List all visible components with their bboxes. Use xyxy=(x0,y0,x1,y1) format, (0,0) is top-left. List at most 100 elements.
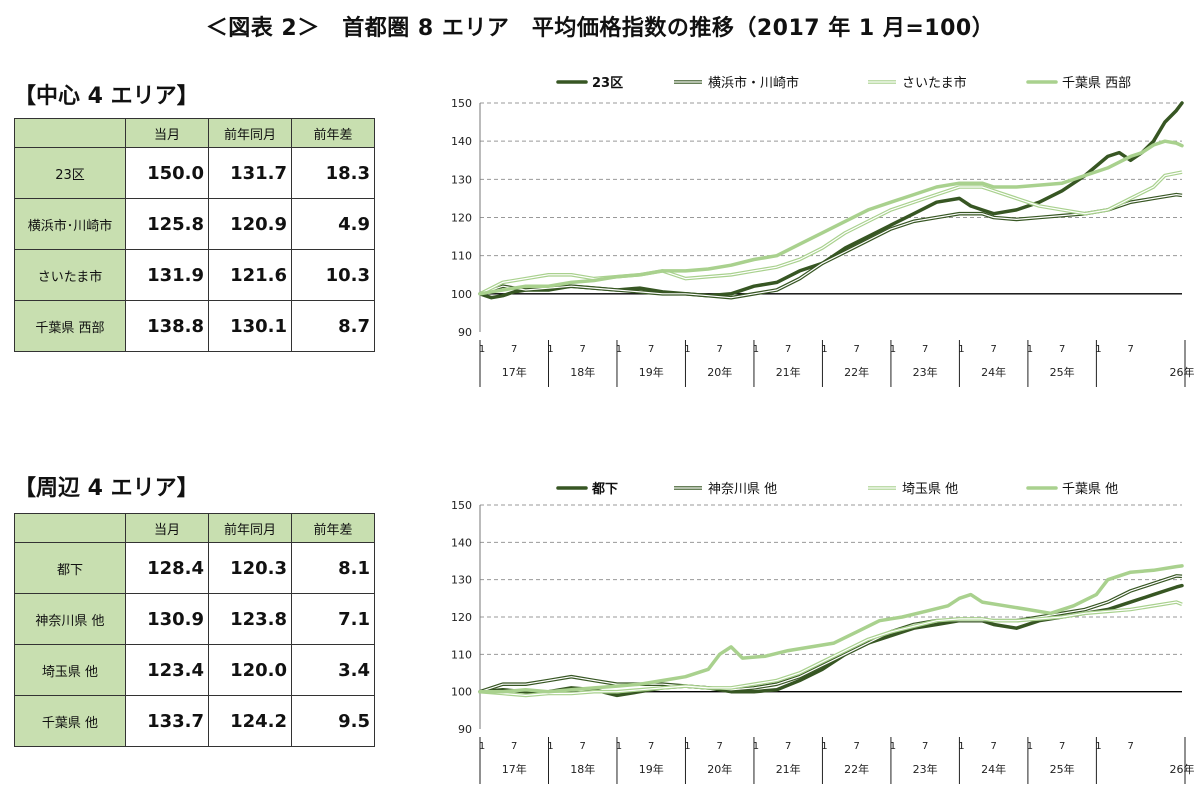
diff-value: 8.7 xyxy=(291,300,375,352)
section-heading-central: 【中心 4 エリア】 xyxy=(14,84,199,109)
legend-item-2: 横浜市・川崎市 xyxy=(674,75,799,91)
current-value: 131.9 xyxy=(125,249,209,301)
area-name: 横浜市･川崎市 xyxy=(14,198,126,250)
year-label: 20年 xyxy=(707,762,732,776)
table-row: 千葉県 西部 138.8 130.1 8.7 xyxy=(14,300,375,352)
table-header-diff: 前年差 xyxy=(291,118,375,148)
y-tick-label: 120 xyxy=(451,611,472,624)
month-tick-label: 1 xyxy=(684,344,690,355)
year-label: 23年 xyxy=(913,762,938,776)
series-line-3 xyxy=(479,170,1183,296)
year-label: 25年 xyxy=(1050,762,1075,776)
year-label: 22年 xyxy=(844,365,869,379)
central-areas-table: 当月 前年同月 前年差 23区 150.0 131.7 18.3 横浜市･川崎市… xyxy=(14,118,375,352)
prev-year-value: 120.0 xyxy=(208,644,292,696)
table-row: 神奈川県 他 130.9 123.8 7.1 xyxy=(14,593,375,645)
legend-item-3: さいたま市 xyxy=(868,75,967,91)
area-name: 都下 xyxy=(14,542,126,594)
section-heading-peripheral: 【周辺 4 エリア】 xyxy=(14,476,199,501)
series-path-outer xyxy=(479,574,1183,694)
series-path-outer xyxy=(479,600,1183,698)
legend-label: 都下 xyxy=(591,481,618,497)
legend-label: さいたま市 xyxy=(902,75,967,91)
table-row: 千葉県 他 133.7 124.2 9.5 xyxy=(14,695,375,747)
year-label: 24年 xyxy=(981,762,1006,776)
month-tick-label: 7 xyxy=(1127,344,1133,355)
y-tick-label: 140 xyxy=(451,135,472,148)
series-path-inner xyxy=(479,575,1183,693)
current-value: 123.4 xyxy=(125,644,209,696)
month-tick-label: 7 xyxy=(785,741,791,752)
month-tick-label: 7 xyxy=(717,741,723,752)
prev-year-value: 130.1 xyxy=(208,300,292,352)
month-tick-label: 1 xyxy=(958,741,964,752)
legend-item-1: 都下 xyxy=(556,481,618,497)
month-tick-label: 7 xyxy=(580,344,586,355)
table-header-current: 当月 xyxy=(125,118,209,148)
table-header-row: 当月 前年同月 前年差 xyxy=(14,118,375,148)
central-areas-line-chart: 23区 横浜市・川崎市 さいたま市 千葉県 西部 90 100 110 120 130 140 15… xyxy=(451,75,1195,387)
series-path-outer xyxy=(479,170,1183,296)
month-tick-label: 7 xyxy=(1127,741,1133,752)
year-label: 19年 xyxy=(639,762,664,776)
diff-value: 9.5 xyxy=(291,695,375,747)
area-name: 千葉県 他 xyxy=(14,695,126,747)
month-tick-label: 1 xyxy=(753,741,759,752)
month-tick-label: 1 xyxy=(547,741,553,752)
current-value: 125.8 xyxy=(125,198,209,250)
y-tick-label: 110 xyxy=(451,250,472,263)
month-tick-label: 7 xyxy=(853,344,859,355)
series-path-inner xyxy=(479,194,1183,299)
y-tick-label: 110 xyxy=(451,648,472,661)
prev-year-value: 124.2 xyxy=(208,695,292,747)
y-tick-label: 90 xyxy=(458,326,472,339)
table-header-blank xyxy=(14,513,126,543)
peripheral-areas-table: 当月 前年同月 前年差 都下 128.4 120.3 8.1 神奈川県 他 13… xyxy=(14,513,375,747)
page-title: ＜図表 2＞ 首都圏 8 エリア 平均価格指数の推移（2017 年 1 月=10… xyxy=(205,16,995,41)
legend-item-3: 埼玉県 他 xyxy=(868,482,958,497)
month-tick-label: 7 xyxy=(511,741,517,752)
legend-label: 埼玉県 他 xyxy=(902,482,958,497)
table-header-prev-year: 前年同月 xyxy=(208,513,292,543)
diff-value: 18.3 xyxy=(291,147,375,199)
legend-item-1: 23区 xyxy=(556,76,623,91)
table-row: 埼玉県 他 123.4 120.0 3.4 xyxy=(14,644,375,696)
year-label: 19年 xyxy=(639,365,664,379)
current-value: 150.0 xyxy=(125,147,209,199)
year-label: 21年 xyxy=(776,365,801,379)
month-tick-label: 7 xyxy=(853,741,859,752)
month-tick-label: 7 xyxy=(1059,344,1065,355)
series-path xyxy=(478,139,1184,296)
y-tick-label: 100 xyxy=(451,686,472,699)
month-tick-label: 1 xyxy=(616,741,622,752)
prev-year-value: 121.6 xyxy=(208,249,292,301)
legend-label: 神奈川県 他 xyxy=(708,482,777,497)
area-name: 埼玉県 他 xyxy=(14,644,126,696)
month-tick-label: 1 xyxy=(684,741,690,752)
series-line-2 xyxy=(479,574,1183,694)
month-tick-label: 7 xyxy=(990,741,996,752)
month-tick-label: 7 xyxy=(511,344,517,355)
diff-value: 7.1 xyxy=(291,593,375,645)
year-label: 26年 xyxy=(1170,365,1195,379)
month-tick-label: 1 xyxy=(1095,741,1101,752)
y-tick-label: 130 xyxy=(451,173,472,186)
year-label: 26年 xyxy=(1170,762,1195,776)
month-tick-label: 7 xyxy=(648,741,654,752)
year-label: 18年 xyxy=(570,365,595,379)
month-tick-label: 1 xyxy=(547,344,553,355)
area-name: 千葉県 西部 xyxy=(14,300,126,352)
month-tick-label: 7 xyxy=(785,344,791,355)
month-tick-label: 1 xyxy=(1027,741,1033,752)
table-row: 横浜市･川崎市 125.8 120.9 4.9 xyxy=(14,198,375,250)
legend-label: 千葉県 西部 xyxy=(1062,76,1131,91)
y-tick-label: 100 xyxy=(451,288,472,301)
year-label: 21年 xyxy=(776,762,801,776)
year-label: 22年 xyxy=(844,762,869,776)
table-header-current: 当月 xyxy=(125,513,209,543)
diff-value: 8.1 xyxy=(291,542,375,594)
month-tick-label: 7 xyxy=(922,741,928,752)
month-tick-label: 1 xyxy=(1027,344,1033,355)
month-tick-label: 7 xyxy=(990,344,996,355)
current-value: 138.8 xyxy=(125,300,209,352)
